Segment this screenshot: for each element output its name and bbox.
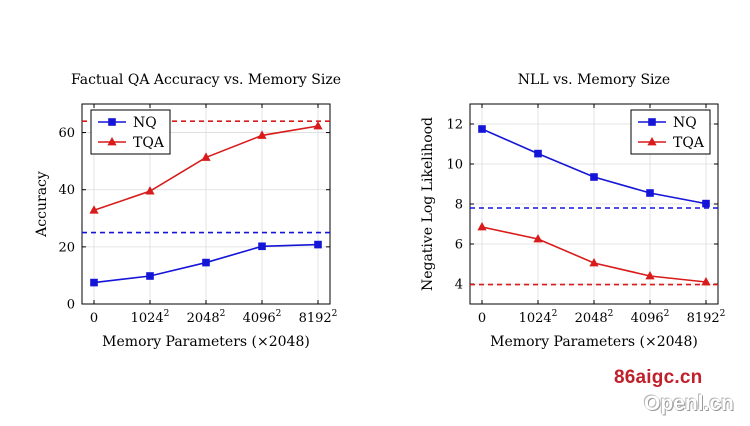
data-point-nq [534, 149, 542, 158]
x-tick-label: 0 [90, 311, 98, 326]
data-point-nq [202, 258, 210, 267]
y-tick-label: 60 [58, 126, 75, 141]
y-tick-label: 20 [58, 240, 75, 255]
watermark-line-2: Openl.cn [644, 392, 734, 415]
y-tick-label: 0 [67, 298, 75, 313]
legend-marker-tqa [107, 137, 117, 146]
data-point-tqa [477, 222, 487, 231]
x-tick-label: 20482 [575, 309, 614, 326]
y-axis-label: Negative Log Likelihood [420, 117, 436, 291]
data-point-tqa [313, 121, 323, 130]
legend-box [630, 109, 711, 155]
legend-box [90, 109, 171, 155]
y-tick-label: 4 [455, 278, 463, 293]
data-point-tqa [701, 277, 711, 286]
y-tick-label: 40 [58, 183, 75, 198]
legend-marker-nq [108, 118, 116, 126]
x-tick-label: 40962 [243, 309, 282, 326]
x-axis-label: Memory Parameters (×2048) [490, 334, 698, 350]
x-axis-label: Memory Parameters (×2048) [102, 334, 310, 350]
legend-label-nq: NQ [673, 115, 697, 131]
x-tick-label: 0 [478, 311, 486, 326]
legend-marker-tqa [647, 137, 657, 146]
series-nq [478, 125, 710, 208]
data-point-tqa [533, 234, 543, 243]
data-point-nq [314, 240, 322, 249]
data-point-nq [702, 199, 710, 208]
x-tick-label: 81922 [687, 309, 726, 326]
x-tick-label: 10242 [519, 309, 558, 326]
data-point-tqa [89, 205, 99, 214]
data-point-nq [646, 189, 654, 197]
legend-marker-nq [648, 118, 656, 126]
y-tick-label: 12 [446, 118, 463, 133]
legend-label-nq: NQ [133, 115, 157, 131]
x-tick-label: 20482 [187, 309, 226, 326]
chart-title: Factual QA Accuracy vs. Memory Size [71, 72, 341, 88]
chart-title: NLL vs. Memory Size [518, 72, 670, 88]
data-point-nq [478, 125, 486, 133]
watermark-line-1: 86aigc.cn [614, 367, 703, 388]
data-point-nq [258, 242, 266, 251]
legend-label-tqa: TQA [133, 135, 165, 151]
data-point-nq [590, 173, 598, 181]
legend-label-tqa: TQA [673, 135, 705, 151]
data-point-nq [90, 278, 98, 287]
x-tick-label: 81922 [299, 309, 338, 326]
x-tick-label: 40962 [631, 309, 670, 326]
legend: NQ TQA [630, 109, 711, 155]
series-tqa [89, 121, 323, 214]
data-point-tqa [589, 258, 599, 267]
legend: NQ TQA [90, 109, 171, 155]
data-point-tqa [201, 152, 211, 161]
chart-1: 0 10242 20482 40962 81922 0 20 40 60 Factual QA A… [34, 72, 341, 350]
x-tick-label: 10242 [131, 309, 170, 326]
data-point-tqa [145, 186, 155, 195]
y-axis-label: Accuracy [34, 171, 50, 238]
y-tick-label: 6 [455, 238, 463, 253]
data-point-tqa [257, 130, 267, 139]
series-tqa [477, 222, 711, 286]
y-tick-label: 8 [455, 198, 463, 213]
chart-2: 0 10242 20482 40962 81922 4 6 8 10 12 NLL vs. Memo… [420, 72, 725, 350]
data-point-nq [146, 272, 154, 280]
y-tick-label: 10 [446, 158, 463, 173]
series-nq [90, 240, 322, 287]
data-point-tqa [645, 271, 655, 280]
